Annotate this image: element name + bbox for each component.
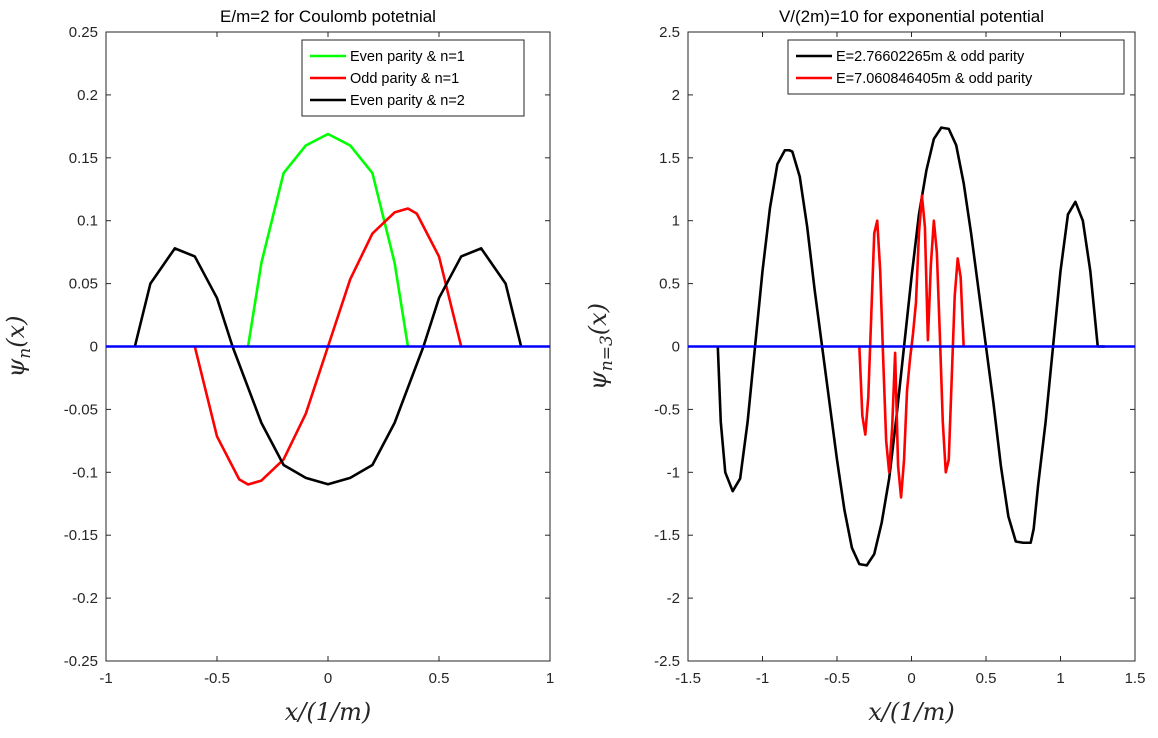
x-tick-label: -1.5: [675, 670, 701, 687]
x-tick-label: 1.5: [1125, 670, 1146, 687]
y-axis-label-base: ψ: [584, 370, 612, 390]
legend: Even parity & n=1 Odd parity & n=1 Even pa…: [301, 39, 525, 117]
y-tick-label: 0: [90, 339, 98, 356]
y-tick-label: -0.5: [654, 401, 680, 418]
y-tick-label: 1.5: [659, 150, 680, 167]
y-axis-label-sub: n: [15, 348, 35, 359]
y-axis-label: ψn=3(x): [584, 303, 617, 390]
chart-title: V/(2m)=10 for exponential potential: [779, 7, 1044, 26]
y-tick-label: -0.1: [72, 464, 98, 481]
x-tick-label: 0: [907, 670, 915, 687]
y-tick-label: 2: [672, 87, 680, 104]
series-line-1: [246, 132, 410, 347]
x-tick-label: -0.5: [824, 670, 850, 687]
y-tick-label: 0.5: [659, 276, 680, 293]
legend-box: [787, 39, 1125, 95]
y-tick-label: -0.2: [72, 590, 98, 607]
x-tick-label: 0: [324, 670, 332, 687]
y-axis-label-sub: n=3: [597, 335, 617, 371]
x-tick-label: -1: [756, 670, 769, 687]
y-tick-label: -2.5: [654, 653, 680, 670]
series-line-1: [716, 126, 1106, 567]
y-tick-label: 0: [672, 339, 680, 356]
y-tick-label: -2: [667, 590, 680, 607]
chart-panel-1: E/m=2 for Coulomb potetnial -1 -0.5 0 0.5 1 -0…: [2, 7, 554, 726]
y-axis-label-rest: (x): [584, 303, 612, 335]
x-axis-label: x/(1/m): [285, 698, 371, 726]
y-tick-label: 0.05: [69, 276, 98, 293]
legend: E=2.76602265m & odd parity E=7.060846405m…: [787, 39, 1125, 95]
x-tick-label: 1: [1056, 670, 1064, 687]
y-tick-label: 0.1: [77, 213, 98, 230]
y-tick-label: 0.2: [77, 87, 98, 104]
y-tick-label: -1: [667, 464, 680, 481]
series-line-3: [133, 247, 523, 486]
y-tick-label: -0.05: [64, 401, 98, 418]
y-tick-label: 2.5: [659, 24, 680, 41]
x-tick-label: 1: [546, 670, 554, 687]
y-tick-label: -0.25: [64, 653, 98, 670]
y-tick-label: 1: [672, 213, 680, 230]
legend-entry: Even parity & n=2: [350, 93, 465, 109]
y-tick-label: 0.15: [69, 150, 98, 167]
chart-title: E/m=2 for Coulomb potetnial: [220, 7, 436, 26]
chart-panel-2: V/(2m)=10 for exponential potential-1.5-…: [584, 7, 1145, 726]
x-axis-label: x/(1/m): [868, 698, 954, 726]
legend-entry: E=7.060846405m & odd parity: [836, 71, 1033, 87]
legend-entry: Odd parity & n=1: [350, 71, 459, 87]
x-tick-label: -1: [99, 670, 112, 687]
x-tick-label: -0.5: [204, 670, 230, 687]
y-axis-label-rest: (x): [2, 315, 30, 347]
y-axis-label: ψn(x): [2, 315, 35, 377]
legend-entry: Even parity & n=1: [350, 49, 465, 65]
x-tick-label: 0.5: [429, 670, 450, 687]
legend-entry: E=2.76602265m & odd parity: [836, 49, 1025, 65]
y-tick-label: -0.15: [64, 527, 98, 544]
y-tick-label: -1.5: [654, 527, 680, 544]
y-axis-label-base: ψ: [2, 358, 30, 378]
y-tick-label: 0.25: [69, 24, 98, 41]
x-tick-label: 0.5: [976, 670, 997, 687]
